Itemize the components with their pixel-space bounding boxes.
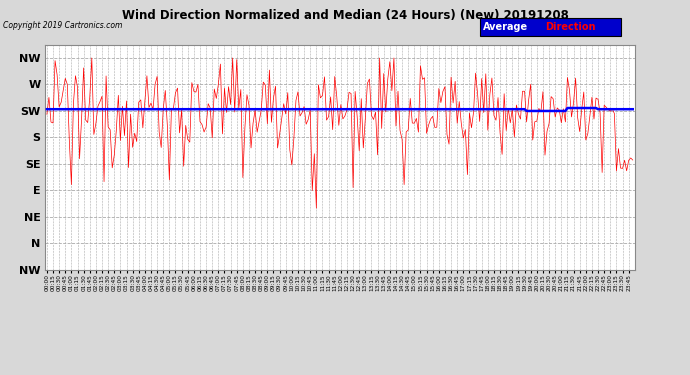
Text: Average: Average bbox=[483, 22, 528, 32]
Text: Direction: Direction bbox=[545, 22, 595, 32]
Text: Wind Direction Normalized and Median (24 Hours) (New) 20191208: Wind Direction Normalized and Median (24… bbox=[121, 9, 569, 22]
Text: Copyright 2019 Cartronics.com: Copyright 2019 Cartronics.com bbox=[3, 21, 123, 30]
